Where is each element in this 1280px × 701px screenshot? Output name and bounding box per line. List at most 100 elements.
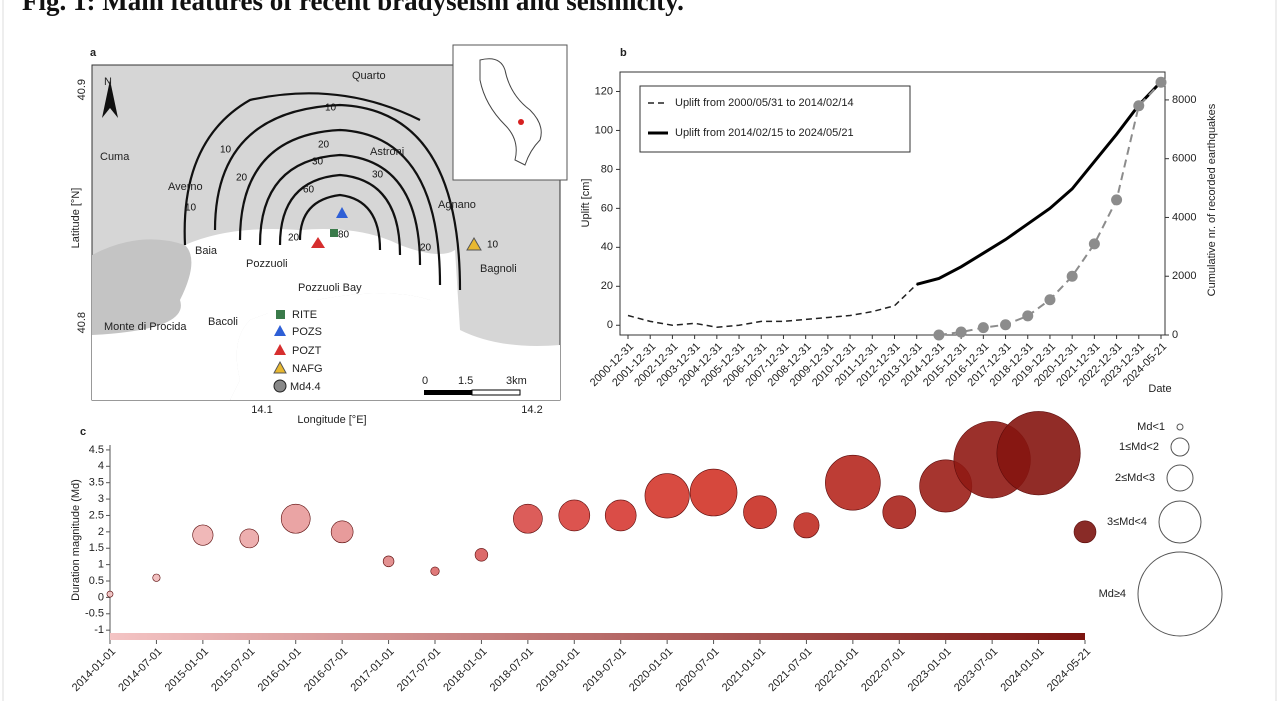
- legend-label: Uplift from 2000/05/31 to 2014/02/14: [675, 97, 854, 109]
- bubble: [1073, 520, 1097, 544]
- place-label: Cuma: [100, 151, 130, 163]
- place-labels: Quarto Cuma Averno Astroni Agnano Baia P…: [100, 70, 517, 333]
- place-label: Astroni: [370, 146, 404, 158]
- x-tick-label: 2021-07-01: [766, 646, 814, 694]
- place-label: Bagnoli: [480, 263, 517, 275]
- lat-tick-label: 40.8: [76, 312, 88, 333]
- y-axis-label: Latitude [°N]: [70, 188, 82, 249]
- contour-label: 60: [303, 185, 315, 196]
- bubble: [793, 512, 820, 539]
- x-tick-label: 2019-07-01: [581, 646, 629, 694]
- bubble: [689, 468, 738, 517]
- lon-tick-label: 14.2: [521, 404, 542, 416]
- x-tick-label: 2020-01-01: [627, 646, 675, 694]
- bubble: [882, 495, 917, 530]
- map-panel: a Quarto Cuma Averno Astroni Agnano Baia…: [70, 44, 568, 426]
- y2-tick-label: 4000: [1172, 211, 1196, 223]
- bubble: [604, 499, 637, 532]
- size-legend-label: 2≤Md<3: [1115, 472, 1155, 484]
- x-tick-label: 2024-05-21: [1045, 646, 1093, 694]
- panel-label: a: [90, 47, 97, 59]
- size-legend-label: Md≥4: [1099, 588, 1126, 600]
- panel-label: b: [620, 47, 627, 59]
- x-tick-label: 2019-01-01: [534, 646, 582, 694]
- station-marker: [330, 229, 338, 237]
- legend-swatch: [274, 344, 286, 355]
- contour-label: 80: [338, 230, 350, 241]
- sea: [92, 229, 460, 400]
- contour-label: 20: [288, 233, 300, 244]
- x-axis-label: Date: [1148, 383, 1171, 395]
- scale-label: 1.5: [458, 375, 473, 387]
- y-tick-label: 1: [98, 559, 104, 571]
- bubble: [558, 499, 591, 532]
- point-line: [938, 81, 1162, 336]
- y-tick-label: 3: [98, 493, 104, 505]
- x-tick-label: 2015-07-01: [209, 646, 257, 694]
- north-label: N: [104, 76, 112, 88]
- station-marker: [466, 237, 482, 251]
- y-tick-label: -0.5: [85, 608, 104, 620]
- size-legend-label: 3≤Md<4: [1107, 516, 1147, 528]
- station-marker: [311, 237, 325, 248]
- x-tick-label: 2023-01-01: [906, 646, 954, 694]
- line: [916, 80, 1163, 286]
- y2-tick-label: 0: [1172, 329, 1178, 341]
- bubble: [474, 548, 489, 562]
- contours: [183, 92, 462, 291]
- legend-label: POZS: [292, 326, 322, 338]
- y2-tick-label: 2000: [1172, 270, 1196, 282]
- x-tick-label: 2018-01-01: [441, 646, 489, 694]
- point: [955, 326, 967, 338]
- y-axis-label: Uplift [cm]: [580, 179, 592, 228]
- y2-axis-label: Cumulative nr. of recorded earthquakes: [1206, 103, 1218, 296]
- contour-label: 20: [318, 140, 330, 151]
- y-tick-label: 0: [607, 319, 613, 331]
- bubble: [330, 520, 354, 544]
- y-tick-label: 3.5: [89, 477, 104, 489]
- bubble: [513, 503, 543, 534]
- size-legend-circle: [1137, 551, 1223, 637]
- x-tick-label: 2021-01-01: [720, 646, 768, 694]
- x-tick-label: 2014-07-01: [116, 646, 164, 694]
- place-label: Pozzuoli Bay: [298, 282, 362, 294]
- panel-label: c: [80, 426, 86, 438]
- x-axis-label: Longitude [°E]: [297, 414, 366, 426]
- contour-label: 20: [420, 243, 432, 254]
- lat-tick-label: 40.9: [76, 79, 88, 100]
- bubble: [743, 495, 777, 530]
- x-tick-label: 2017-01-01: [348, 646, 396, 694]
- scale-label: 3km: [506, 375, 527, 387]
- bubble: [106, 590, 114, 598]
- legend-swatch: [274, 325, 286, 336]
- y2-tick-label: 6000: [1172, 153, 1196, 165]
- bubble: [644, 473, 690, 519]
- contour-label: 10: [185, 203, 197, 214]
- plot-frame: [619, 71, 1166, 336]
- scale-bar: [471, 389, 521, 396]
- uplift-chart: b020406080100120020004000600080002000-12…: [580, 47, 1218, 395]
- size-legend-circle: [1170, 437, 1190, 457]
- x-tick-label: 2014-01-01: [70, 646, 118, 694]
- size-legend-label: Md<1: [1137, 421, 1165, 433]
- legend-box: [639, 85, 911, 153]
- y-axis-label: Duration magnitude (Md): [70, 479, 82, 601]
- contour-label: 30: [312, 157, 324, 168]
- contour-label: 20: [236, 173, 248, 184]
- y-tick-label: 0.5: [89, 575, 104, 587]
- place-label: Bacoli: [208, 316, 238, 328]
- x-tick-label: 2023-07-01: [952, 646, 1000, 694]
- contour-label: 10: [325, 103, 337, 114]
- y-tick-label: 120: [595, 85, 613, 97]
- inset-map: [452, 44, 568, 181]
- x-tick-label: 2020-07-01: [673, 646, 721, 694]
- legend-label: RITE: [292, 309, 317, 321]
- legend-swatch: [273, 360, 287, 374]
- contour-label: 30: [372, 170, 384, 181]
- contour-label: 10: [220, 145, 232, 156]
- x-tick-label: 2016-01-01: [256, 646, 304, 694]
- place-label: Agnano: [438, 199, 476, 211]
- scale-label: 0: [422, 375, 428, 387]
- bubble: [152, 573, 161, 582]
